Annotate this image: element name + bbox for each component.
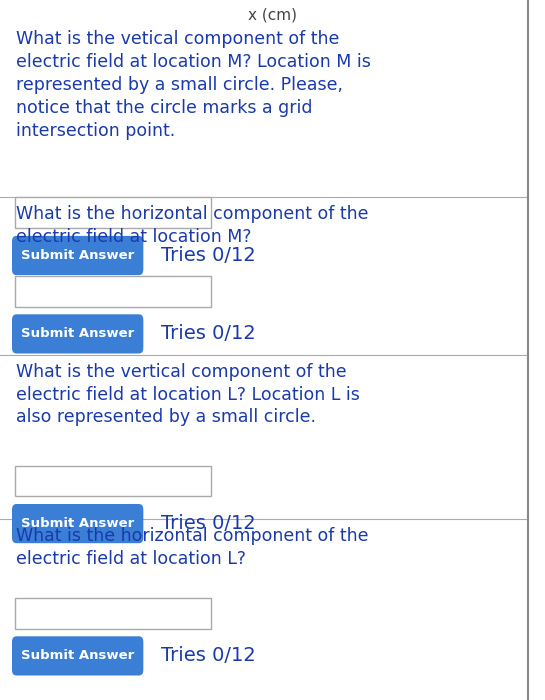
FancyBboxPatch shape xyxy=(15,466,211,496)
Text: Tries 0/12: Tries 0/12 xyxy=(161,246,256,265)
Text: Tries 0/12: Tries 0/12 xyxy=(161,514,256,533)
Text: Submit Answer: Submit Answer xyxy=(21,328,134,340)
Text: What is the vertical component of the
electric field at location L? Location L i: What is the vertical component of the el… xyxy=(16,363,360,426)
Text: Submit Answer: Submit Answer xyxy=(21,650,134,662)
Text: x (cm): x (cm) xyxy=(248,7,297,22)
FancyBboxPatch shape xyxy=(12,636,143,676)
Text: What is the vetical component of the
electric field at location M? Location M is: What is the vetical component of the ele… xyxy=(16,30,371,140)
FancyBboxPatch shape xyxy=(12,314,143,354)
FancyBboxPatch shape xyxy=(12,236,143,275)
Text: Tries 0/12: Tries 0/12 xyxy=(161,646,256,666)
Text: Submit Answer: Submit Answer xyxy=(21,517,134,530)
FancyBboxPatch shape xyxy=(15,598,211,629)
Text: What is the horizontal component of the
electric field at location L?: What is the horizontal component of the … xyxy=(16,527,369,568)
Text: What is the horizontal component of the
electric field at location M?: What is the horizontal component of the … xyxy=(16,205,369,246)
Text: Submit Answer: Submit Answer xyxy=(21,249,134,262)
Text: Tries 0/12: Tries 0/12 xyxy=(161,324,256,344)
FancyBboxPatch shape xyxy=(15,276,211,307)
FancyBboxPatch shape xyxy=(15,197,211,228)
FancyBboxPatch shape xyxy=(12,504,143,543)
